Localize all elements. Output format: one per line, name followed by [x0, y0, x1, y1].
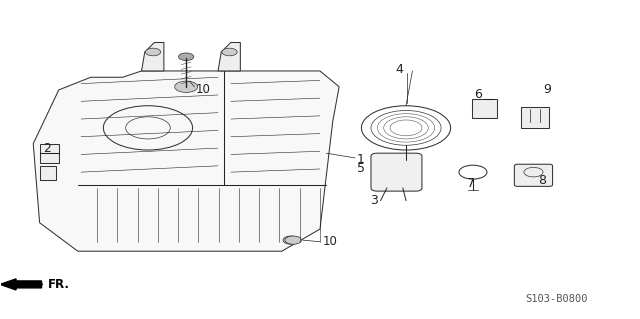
- PathPatch shape: [33, 71, 339, 251]
- Text: 1: 1: [357, 153, 365, 166]
- Text: S103-B0800: S103-B0800: [525, 293, 588, 304]
- Circle shape: [285, 236, 301, 244]
- Text: 2: 2: [44, 142, 51, 155]
- Circle shape: [222, 48, 237, 56]
- FancyBboxPatch shape: [515, 164, 552, 186]
- Circle shape: [145, 48, 161, 56]
- Text: 7: 7: [467, 177, 475, 190]
- FancyArrow shape: [0, 279, 42, 290]
- PathPatch shape: [218, 42, 241, 71]
- FancyBboxPatch shape: [472, 100, 497, 118]
- Text: 5: 5: [357, 162, 365, 175]
- Text: 6: 6: [474, 88, 482, 101]
- Circle shape: [283, 236, 300, 244]
- Text: 4: 4: [395, 63, 403, 76]
- PathPatch shape: [141, 42, 164, 71]
- Circle shape: [175, 81, 198, 93]
- Text: 10: 10: [196, 84, 211, 96]
- Text: 8: 8: [539, 174, 547, 187]
- Text: 3: 3: [370, 194, 378, 207]
- FancyBboxPatch shape: [40, 166, 56, 180]
- Text: 10: 10: [323, 235, 337, 248]
- Circle shape: [179, 53, 194, 61]
- Text: 9: 9: [543, 84, 551, 96]
- FancyBboxPatch shape: [40, 144, 59, 163]
- FancyBboxPatch shape: [371, 153, 422, 191]
- FancyBboxPatch shape: [521, 107, 549, 128]
- Text: FR.: FR.: [48, 278, 70, 291]
